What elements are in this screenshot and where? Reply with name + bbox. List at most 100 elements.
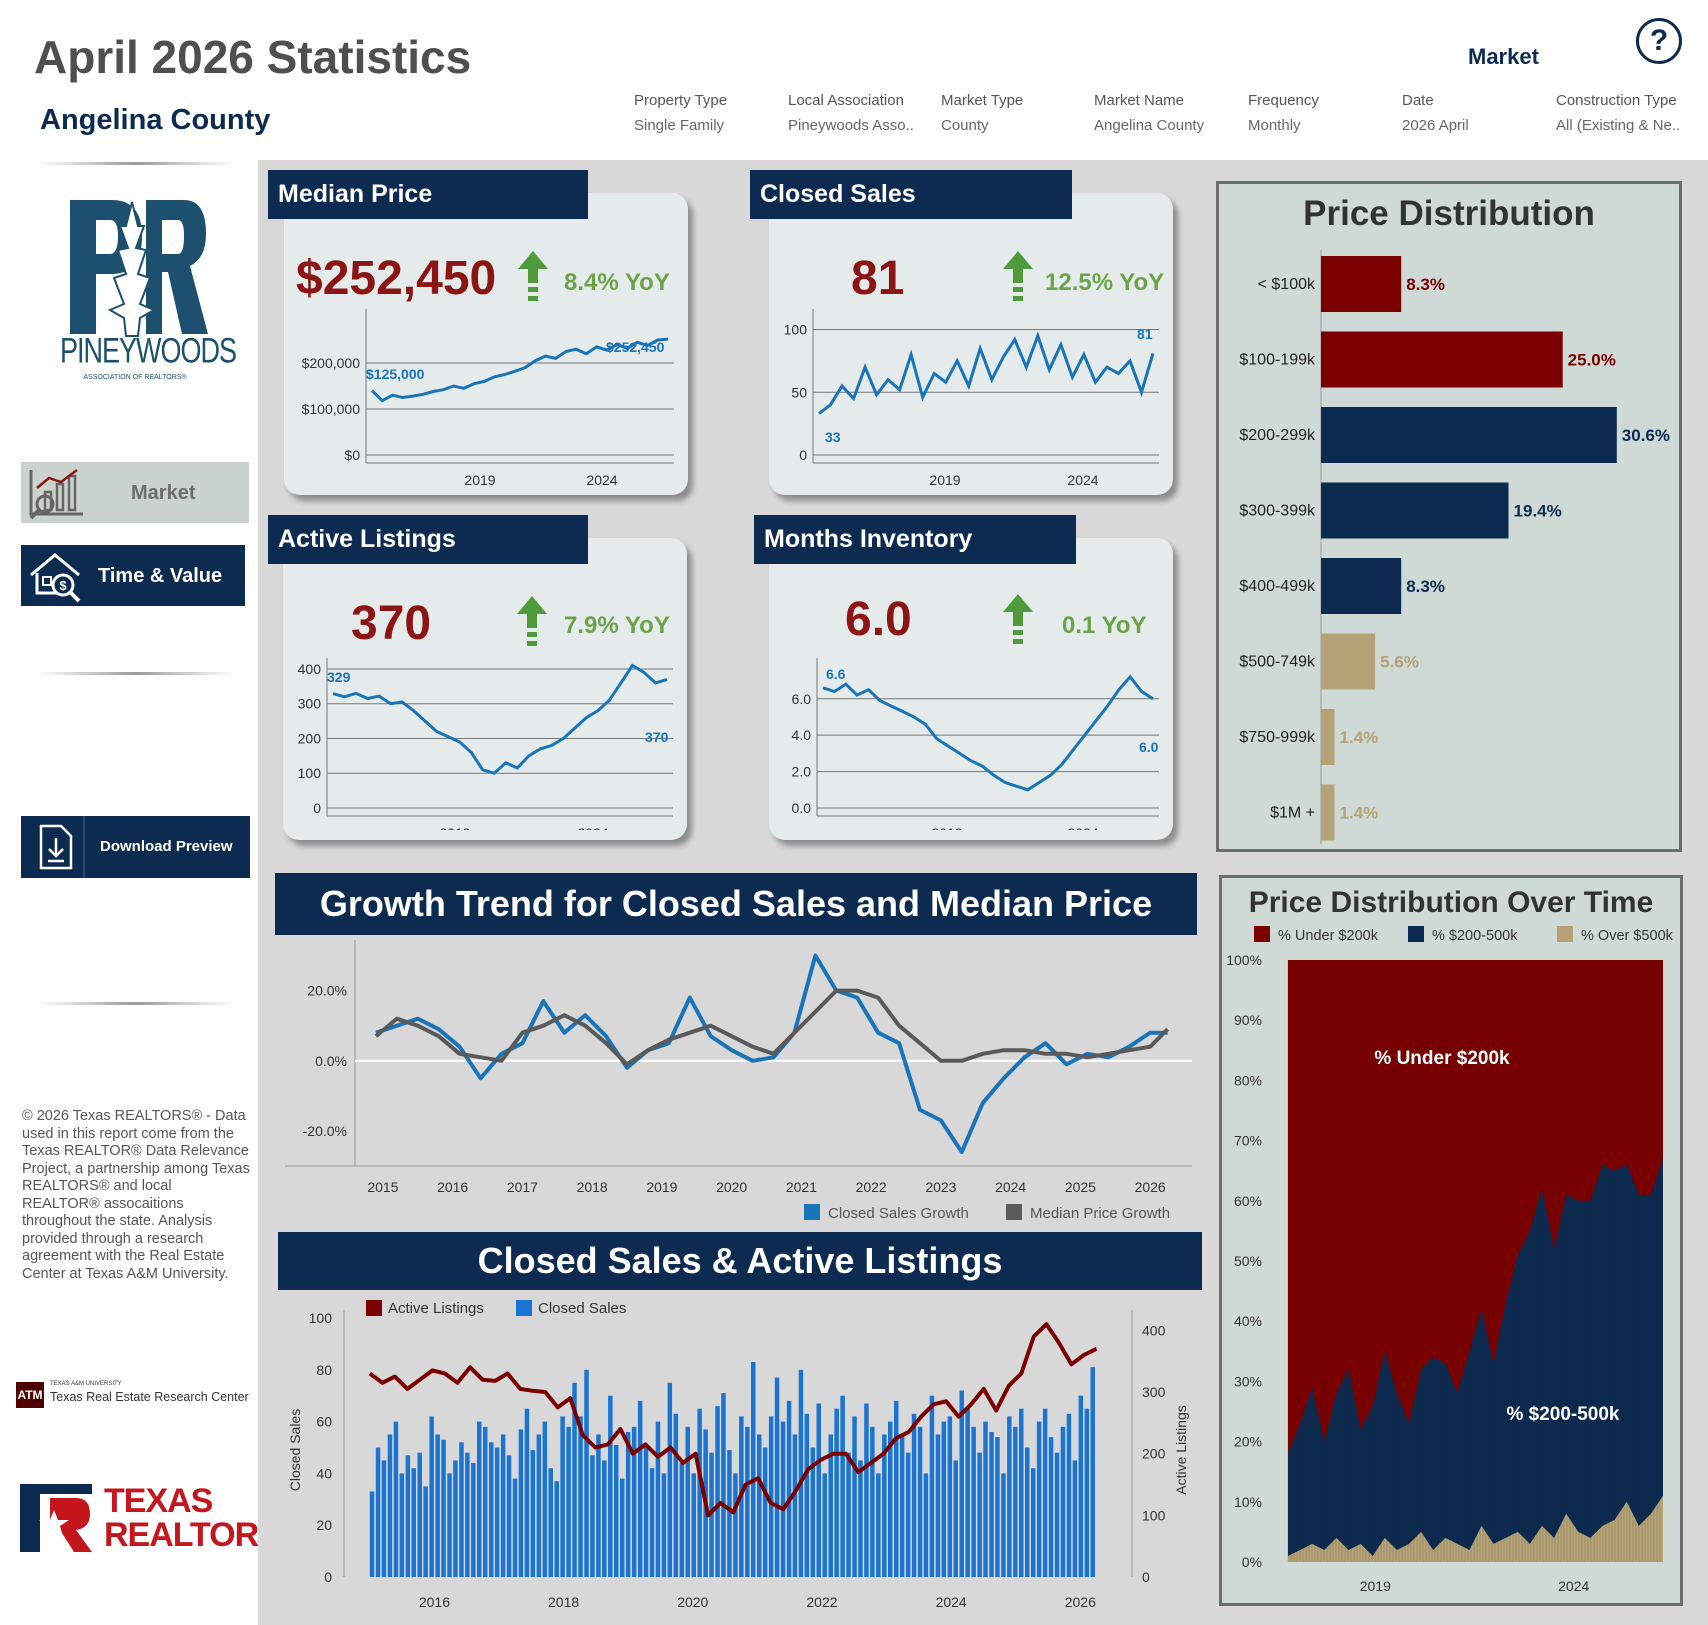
y-tick-label: $0 bbox=[344, 447, 360, 463]
nav-market-label: Market bbox=[131, 482, 196, 504]
y-tick-label: $100,000 bbox=[302, 401, 361, 417]
closed-sales-bar bbox=[411, 1468, 416, 1577]
months-inventory-title: Months Inventory bbox=[754, 515, 1076, 564]
bar bbox=[1321, 256, 1402, 312]
closed-sales-bar bbox=[1036, 1421, 1042, 1577]
closed-sales-bar bbox=[1090, 1367, 1095, 1577]
median-price-value: $252,450 bbox=[296, 252, 497, 305]
right-tick-label: 400 bbox=[1142, 1322, 1166, 1338]
filter-date[interactable]: Date 2026 April bbox=[1402, 92, 1469, 134]
x-tick-label: 2026 bbox=[1065, 1594, 1096, 1610]
mid-200-500k-area bbox=[1288, 1158, 1663, 1562]
closed-sales-bar bbox=[876, 1473, 881, 1577]
closed-sales-bar bbox=[828, 1434, 833, 1577]
closed-sales-bar bbox=[762, 1447, 768, 1577]
filter-construction-type[interactable]: Construction Type All (Existing & Ne.. bbox=[1556, 92, 1680, 134]
months-inventory-sparkline: 6.0 4.0 2.0 0.0 2019 2024 6.6 6.0 bbox=[792, 658, 1159, 830]
y-tick-label: 30% bbox=[1234, 1373, 1262, 1389]
sparkline-path bbox=[370, 337, 669, 403]
closed-sales-bar bbox=[578, 1416, 583, 1577]
x-tick-label: 2019 bbox=[464, 472, 495, 485]
left-tick-label: 100 bbox=[309, 1310, 333, 1326]
closed-sales-bar bbox=[846, 1452, 851, 1577]
filter-frequency[interactable]: Frequency Monthly bbox=[1248, 92, 1319, 134]
x-tick-label: 2017 bbox=[507, 1179, 538, 1195]
x-tick-label: 2022 bbox=[856, 1179, 887, 1195]
closed-sales-bar bbox=[542, 1421, 548, 1577]
filter-label: Construction Type bbox=[1556, 92, 1677, 109]
filter-local-association[interactable]: Local Association Pineywoods Asso.. bbox=[788, 92, 914, 134]
tamu-mark-icon: ATM bbox=[16, 1382, 44, 1408]
closed-sales-bar bbox=[375, 1447, 381, 1577]
copyright-footnote: © 2026 Texas REALTORS® - Data used in th… bbox=[22, 1108, 250, 1282]
y-tick-label: 70% bbox=[1234, 1133, 1262, 1149]
nav-market-button[interactable]: Market bbox=[21, 462, 249, 523]
closed-sales-bar bbox=[524, 1408, 530, 1577]
x-tick-label: 2024 bbox=[1067, 825, 1098, 830]
closed-sales-bar bbox=[899, 1434, 905, 1577]
closed-sales-bar bbox=[965, 1408, 970, 1577]
value-label: 19.4% bbox=[1514, 502, 1562, 521]
download-preview-button[interactable]: Download Preview bbox=[21, 816, 250, 878]
x-tick-label: 2022 bbox=[806, 1594, 837, 1610]
left-tick-label: 20 bbox=[316, 1517, 332, 1533]
sparkline-path bbox=[332, 663, 668, 775]
closed-sales-bar bbox=[572, 1382, 577, 1578]
closed-sales-bar bbox=[625, 1432, 631, 1577]
nav-time-value-button[interactable]: $ Time & Value bbox=[21, 545, 245, 606]
closed-sales-bar bbox=[977, 1452, 982, 1577]
right-tick-label: 300 bbox=[1142, 1384, 1166, 1400]
closed-sales-bar bbox=[494, 1447, 500, 1577]
closed-sales-bar bbox=[953, 1460, 958, 1577]
closed-sales-bar bbox=[512, 1478, 518, 1577]
y-tick-label: 100% bbox=[1226, 952, 1262, 968]
under-200k-label: % Under $200k bbox=[1374, 1048, 1510, 1069]
growth-trend-title: Growth Trend for Closed Sales and Median… bbox=[275, 873, 1197, 935]
y-tick-label: 4.0 bbox=[792, 727, 812, 743]
bar bbox=[1321, 709, 1335, 765]
help-icon[interactable]: ? bbox=[1636, 18, 1682, 64]
page-title: April 2026 Statistics bbox=[34, 31, 472, 83]
market-tab[interactable]: Market bbox=[1468, 44, 1539, 69]
start-value-label: $125,000 bbox=[366, 366, 425, 382]
x-tick-label: 2024 bbox=[577, 825, 608, 830]
x-tick-label: 2019 bbox=[931, 825, 962, 830]
closed-sales-bar bbox=[757, 1434, 762, 1577]
pdot-title: Price Distribution Over Time bbox=[1248, 886, 1654, 919]
y-tick-label: 6.0 bbox=[792, 691, 812, 707]
download-icon bbox=[39, 824, 73, 870]
filter-market-type[interactable]: Market Type County bbox=[941, 92, 1023, 134]
closed-sales-bar bbox=[810, 1447, 816, 1577]
filter-property-type[interactable]: Property Type Single Family bbox=[634, 92, 727, 134]
x-tick-label: 2015 bbox=[367, 1179, 398, 1195]
closed-sales-bar bbox=[679, 1463, 685, 1577]
active-listings-yoy: 7.9% YoY bbox=[564, 612, 670, 639]
pdot-chart: % Under $200k % $200-500k % Over $500k 100%… bbox=[1226, 926, 1674, 1594]
legend-label: Closed Sales Growth bbox=[828, 1205, 969, 1222]
closed-sales-bar bbox=[1066, 1413, 1072, 1577]
category-label: $200-299k bbox=[1239, 427, 1316, 444]
y-tick-label: 2.0 bbox=[792, 764, 812, 780]
logo-text: PINEYWOODS bbox=[60, 331, 237, 371]
closed-sales-yoy: 12.5% YoY bbox=[1045, 269, 1165, 296]
legend-label: % Under $200k bbox=[1278, 928, 1379, 944]
closed-sales-bar bbox=[643, 1444, 649, 1577]
filter-market-name[interactable]: Market Name Angelina County bbox=[1094, 92, 1204, 134]
y-tick-label: 60% bbox=[1234, 1193, 1262, 1209]
closed-sales-bar bbox=[870, 1426, 875, 1577]
y-tick-label: 90% bbox=[1234, 1012, 1262, 1028]
closed-sales-bar bbox=[745, 1426, 750, 1577]
sidebar-divider bbox=[38, 162, 234, 165]
closed-sales-bar bbox=[506, 1455, 512, 1577]
sidebar-divider bbox=[38, 1002, 234, 1005]
x-tick-label: 2023 bbox=[925, 1179, 956, 1195]
left-axis-label: Closed Sales bbox=[287, 1409, 303, 1492]
x-tick-label: 2024 bbox=[586, 472, 617, 485]
right-axis-label: Active Listings bbox=[1173, 1405, 1189, 1494]
value-label: 25.0% bbox=[1568, 351, 1616, 370]
x-tick-label: 2016 bbox=[437, 1179, 468, 1195]
y-tick-label: 200 bbox=[298, 730, 322, 746]
closed-sales-bar bbox=[447, 1473, 452, 1577]
series-line bbox=[374, 988, 1170, 1067]
filter-label: Property Type bbox=[634, 92, 728, 109]
